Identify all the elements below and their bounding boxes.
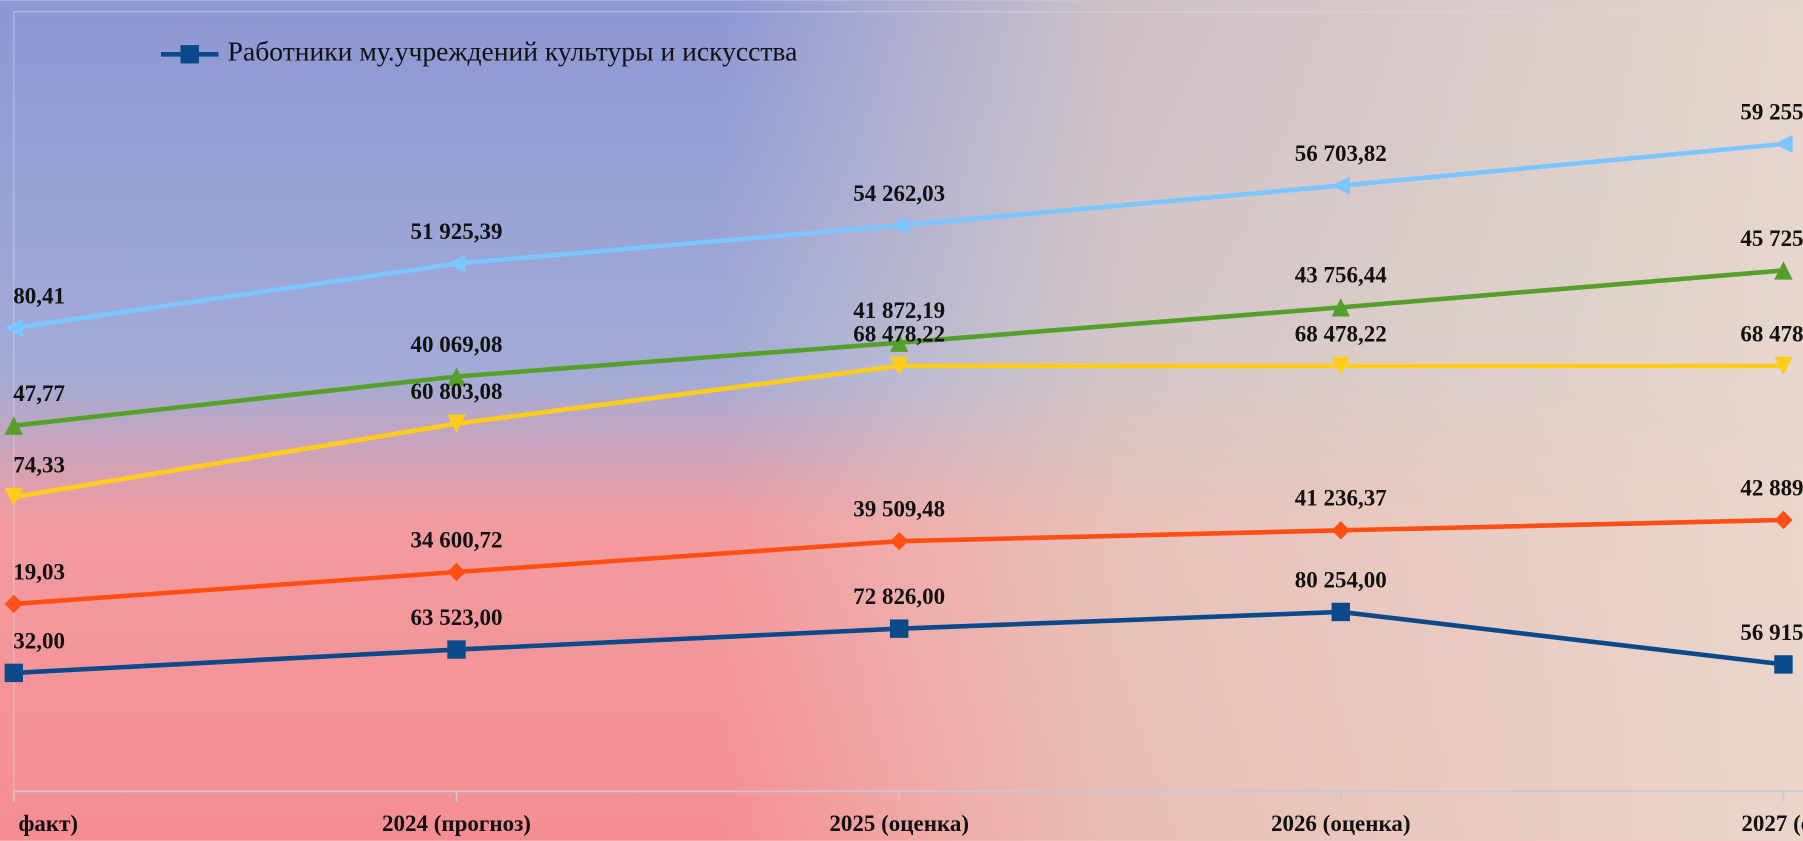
value-label: 32,00	[13, 628, 65, 653]
value-label: 41 872,19	[853, 298, 945, 323]
value-label: 39 509,48	[853, 497, 945, 522]
value-label: 68 478,22	[853, 321, 945, 346]
marker	[1331, 602, 1350, 622]
x-tick-label: 2024 (прогноз)	[382, 811, 531, 836]
marker	[447, 640, 466, 659]
x-tick-label: 2026 (оценка)	[1271, 811, 1411, 836]
value-label: 54 262,03	[853, 181, 945, 206]
marker	[1331, 176, 1350, 195]
value-label: 63 523,00	[411, 605, 503, 630]
marker	[1774, 261, 1793, 280]
value-label: 42 889	[1740, 475, 1803, 500]
marker	[890, 619, 909, 638]
value-label: 56 915	[1740, 620, 1803, 645]
value-label: 68 478,22	[1295, 321, 1387, 346]
marker	[890, 531, 909, 551]
marker	[1331, 356, 1350, 376]
x-tick-label: 2027 (оц	[1741, 811, 1803, 836]
marker	[4, 416, 23, 435]
value-label: 59 255	[1740, 99, 1803, 124]
value-label: 41 236,37	[1295, 486, 1387, 511]
marker	[447, 562, 466, 582]
value-label: 40 069,08	[411, 332, 503, 357]
marker	[447, 254, 466, 273]
x-tick-label: 2025 (оценка)	[829, 811, 969, 836]
value-label: 45 725	[1740, 226, 1803, 251]
marker	[447, 414, 466, 433]
value-label: 74,33	[13, 452, 65, 477]
marker	[1331, 298, 1350, 317]
value-label: 68 478	[1740, 321, 1803, 346]
marker	[1774, 134, 1793, 154]
marker	[4, 663, 23, 683]
marker	[1774, 356, 1793, 376]
marker	[890, 333, 909, 352]
x-tick-label: факт)	[18, 811, 78, 836]
legend-label: Работники му.учреждений культуры и искус…	[228, 36, 798, 67]
marker	[447, 367, 466, 386]
marker	[4, 318, 23, 338]
value-label: 51 925,39	[411, 219, 503, 244]
marker	[1331, 521, 1350, 540]
value-label: 47,77	[13, 381, 65, 406]
marker	[4, 487, 23, 507]
marker	[890, 356, 909, 376]
value-label: 43 756,44	[1295, 263, 1387, 288]
value-label: 56 703,82	[1295, 141, 1387, 166]
value-label: 80,41	[13, 283, 65, 308]
value-label: 34 600,72	[411, 527, 503, 552]
value-label: 19,03	[13, 559, 65, 584]
value-label: 80 254,00	[1295, 567, 1387, 592]
marker	[890, 216, 909, 235]
value-label: 60 803,08	[411, 379, 503, 404]
value-label: 72 826,00	[853, 584, 945, 609]
marker	[1774, 655, 1793, 674]
marker	[180, 45, 199, 64]
